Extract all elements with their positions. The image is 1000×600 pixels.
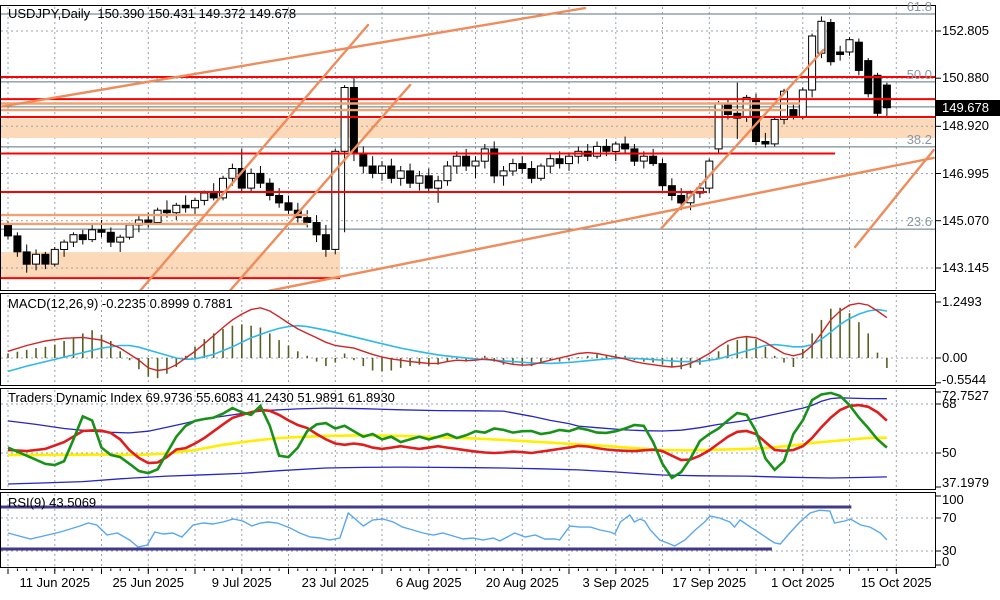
candlestick-series bbox=[4, 16, 891, 273]
tdi-panel-border bbox=[0, 388, 936, 490]
macd-panel-border bbox=[0, 293, 936, 386]
tdi-lower-band-line bbox=[7, 466, 887, 485]
trendline bbox=[139, 23, 370, 290]
price-axis-ticks bbox=[936, 30, 941, 566]
grid-lines bbox=[7, 7, 897, 567]
tdi-indicator-label: Traders Dynamic Index 69.9736 55.6083 41… bbox=[8, 390, 395, 405]
main-panel-border bbox=[0, 5, 936, 291]
trendline bbox=[228, 83, 412, 290]
rsi-indicator-label: RSI(9) 43.5069 bbox=[8, 495, 97, 510]
highlight-band bbox=[1, 118, 935, 138]
current-price-tag: 149.678 bbox=[936, 100, 1000, 116]
tdi-panel[interactable] bbox=[1, 391, 935, 485]
rsi-panel-border bbox=[0, 492, 936, 568]
trendline bbox=[853, 148, 935, 249]
trendline bbox=[267, 156, 935, 290]
time-axis-ticks[interactable] bbox=[7, 568, 897, 575]
tdi-market-base-line bbox=[8, 433, 887, 457]
tdi-trade-signal-line bbox=[7, 403, 888, 465]
main-price-panel[interactable] bbox=[0, 6, 936, 291]
macd-panel[interactable] bbox=[1, 302, 935, 379]
macd-histogram bbox=[7, 307, 888, 379]
macd-signal-line bbox=[7, 308, 888, 373]
rsi-line bbox=[7, 509, 888, 548]
chart-title: USDJPY,Daily 150.390 150.431 149.372 149… bbox=[8, 6, 297, 21]
tdi-upper-band-line bbox=[7, 397, 887, 434]
trendline bbox=[660, 48, 825, 230]
rsi-panel[interactable] bbox=[0, 505, 935, 552]
macd-indicator-label: MACD(12,26,9) -0.2235 0.8999 0.7881 bbox=[8, 296, 233, 311]
tdi-rsi-price-line bbox=[7, 391, 888, 480]
macd-main-line bbox=[7, 302, 888, 372]
trendline bbox=[1, 6, 587, 108]
